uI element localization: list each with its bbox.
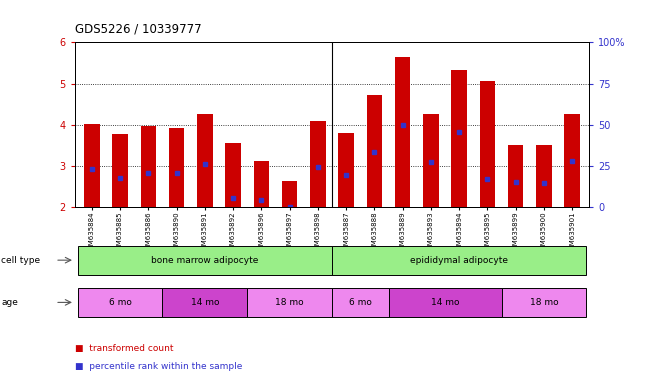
Text: ■  transformed count: ■ transformed count: [75, 344, 173, 353]
Text: 6 mo: 6 mo: [109, 298, 132, 307]
Bar: [113, 134, 128, 207]
Text: 14 mo: 14 mo: [191, 298, 219, 307]
Bar: [367, 95, 382, 207]
Bar: [389, 288, 501, 317]
Bar: [77, 246, 332, 275]
Text: bone marrow adipocyte: bone marrow adipocyte: [151, 256, 258, 265]
Bar: [508, 145, 523, 207]
Text: 6 mo: 6 mo: [349, 298, 372, 307]
Bar: [501, 288, 587, 317]
Bar: [141, 126, 156, 207]
Text: cell type: cell type: [1, 256, 40, 265]
Bar: [247, 288, 332, 317]
Bar: [423, 114, 439, 207]
Text: 14 mo: 14 mo: [431, 298, 460, 307]
Bar: [84, 124, 100, 207]
Bar: [169, 128, 184, 207]
Bar: [197, 114, 213, 207]
Bar: [480, 81, 495, 207]
Bar: [163, 288, 247, 317]
Text: 18 mo: 18 mo: [530, 298, 559, 307]
Text: GDS5226 / 10339777: GDS5226 / 10339777: [75, 23, 202, 36]
Bar: [282, 180, 298, 207]
Bar: [77, 288, 163, 317]
Text: age: age: [1, 298, 18, 307]
Bar: [564, 114, 580, 207]
Text: epididymal adipocyte: epididymal adipocyte: [410, 256, 508, 265]
Bar: [536, 145, 551, 207]
Bar: [339, 133, 354, 207]
Text: 18 mo: 18 mo: [275, 298, 304, 307]
Bar: [225, 143, 241, 207]
Text: ■  percentile rank within the sample: ■ percentile rank within the sample: [75, 362, 242, 371]
Bar: [310, 121, 326, 207]
Bar: [254, 161, 269, 207]
Bar: [451, 70, 467, 207]
Bar: [395, 57, 410, 207]
Bar: [332, 246, 587, 275]
Bar: [332, 288, 389, 317]
